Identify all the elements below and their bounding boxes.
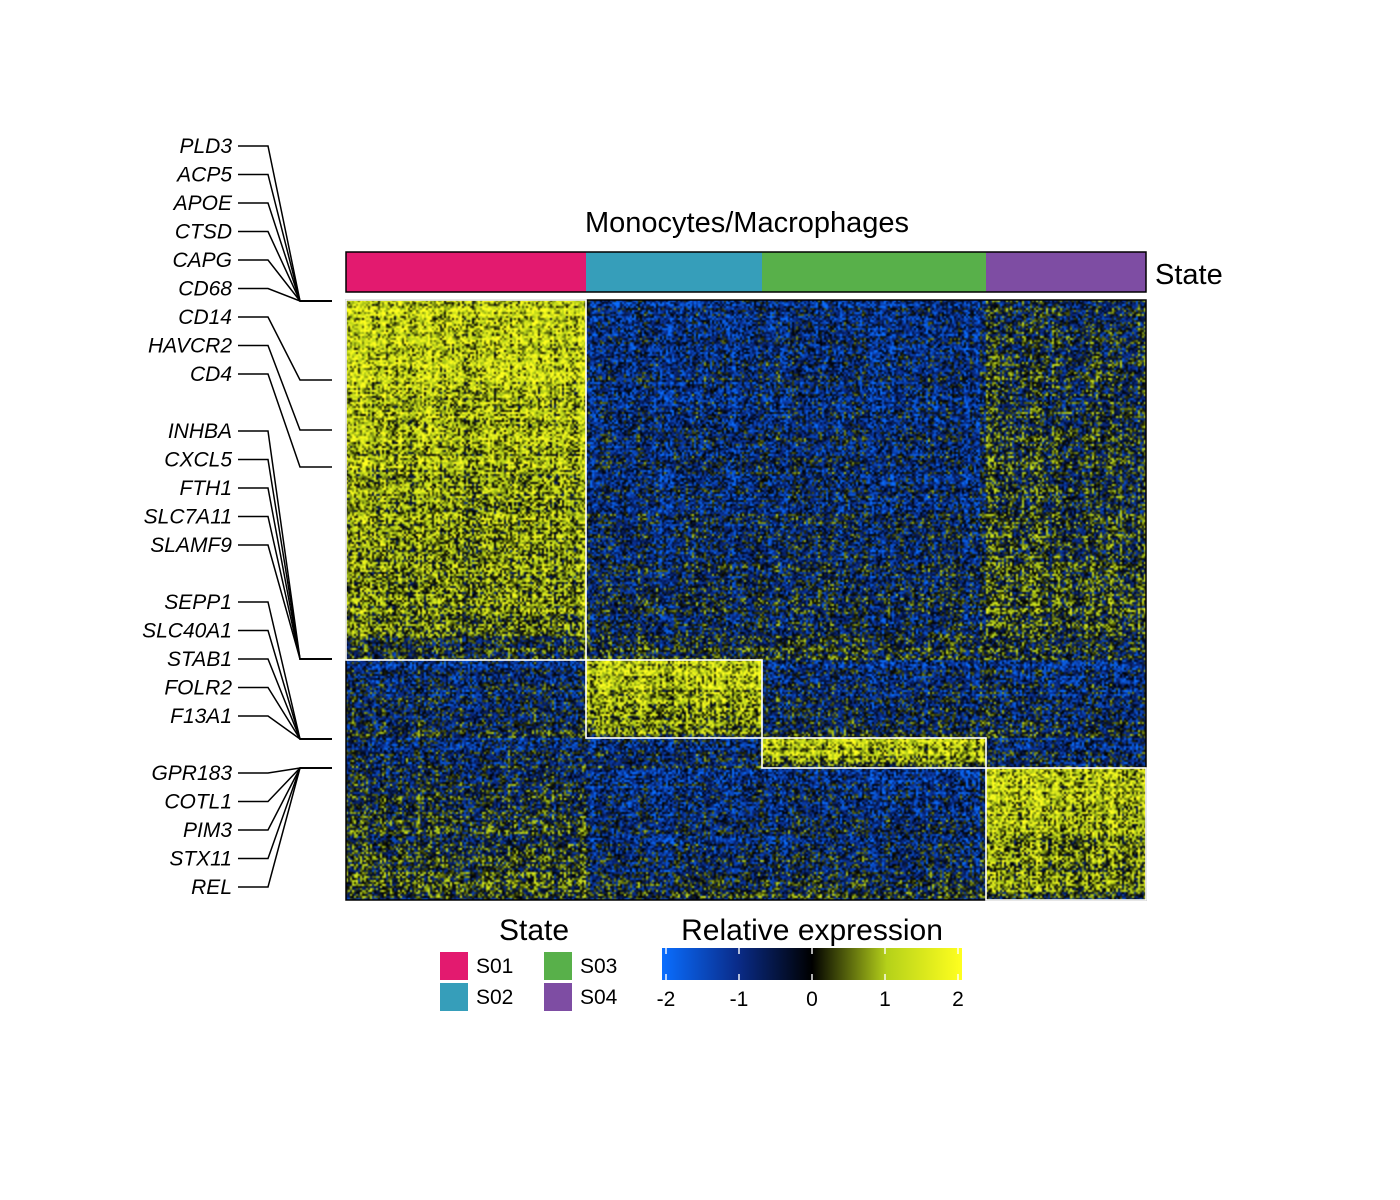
gene-label: APOE xyxy=(172,192,233,215)
state-annotation-label: State xyxy=(1155,259,1223,291)
gene-label: STAB1 xyxy=(167,648,232,671)
gene-connector xyxy=(238,768,332,830)
colorbar-tick-label: 1 xyxy=(879,988,891,1011)
gene-connector xyxy=(238,602,332,739)
heatmap-cells xyxy=(346,300,1146,900)
state-annotation-s01 xyxy=(346,252,586,292)
gene-connector xyxy=(238,374,332,467)
state-annotation-s04 xyxy=(986,252,1146,292)
gene-label: CAPG xyxy=(172,249,232,272)
state-legend: State S01 S02 S03 S04 xyxy=(440,914,618,1011)
gene-label: REL xyxy=(191,876,232,899)
gene-connector xyxy=(238,289,332,302)
state-legend-title: State xyxy=(499,914,569,947)
gene-connector xyxy=(238,768,332,887)
gene-label: CD68 xyxy=(178,278,232,301)
colorbar-tick-label: -1 xyxy=(730,988,749,1011)
state-annotation-s02 xyxy=(586,252,762,292)
gene-label: ACP5 xyxy=(175,164,232,187)
gene-connector xyxy=(238,146,332,301)
gene-label: F13A1 xyxy=(170,705,232,728)
gene-label: CTSD xyxy=(175,221,232,244)
state-legend-label: S01 xyxy=(476,955,513,978)
gene-label: SLC40A1 xyxy=(142,620,232,643)
gene-label: FTH1 xyxy=(180,477,233,500)
state-legend-swatch-s03 xyxy=(544,952,572,980)
colorbar-tick-label: -2 xyxy=(657,988,676,1011)
gene-label: PIM3 xyxy=(183,819,232,842)
heatmap-body xyxy=(346,300,1146,900)
gene-label: PLD3 xyxy=(179,135,232,158)
gene-label: GPR183 xyxy=(151,762,232,785)
state-legend-swatch-s01 xyxy=(440,952,468,980)
gene-connector xyxy=(238,317,332,380)
state-legend-label: S02 xyxy=(476,986,513,1009)
gene-connector xyxy=(238,488,332,659)
gene-connector xyxy=(238,203,332,301)
gene-connector xyxy=(238,517,332,660)
gene-label: SEPP1 xyxy=(164,591,232,614)
gene-connector xyxy=(238,688,332,740)
gene-connector xyxy=(238,716,332,739)
gene-label: SLC7A11 xyxy=(144,506,232,529)
state-legend-label: S04 xyxy=(580,986,618,1009)
gene-label: HAVCR2 xyxy=(148,335,232,358)
gene-label: CD4 xyxy=(190,363,232,386)
gene-connector xyxy=(238,659,332,739)
gene-label: STX11 xyxy=(169,848,232,871)
gene-label: CD14 xyxy=(178,306,232,329)
state-legend-swatch-s02 xyxy=(440,983,468,1011)
gene-label: FOLR2 xyxy=(164,677,232,700)
state-annotation-bar xyxy=(346,252,1146,292)
gene-connector xyxy=(238,768,332,859)
state-legend-label: S03 xyxy=(580,955,617,978)
expression-legend: Relative expression -2 -1 0 1 2 xyxy=(657,914,964,1011)
state-annotation-s03 xyxy=(762,252,986,292)
colorbar-tick-label: 2 xyxy=(952,988,964,1011)
gene-label: SLAMF9 xyxy=(150,534,232,557)
expression-legend-title: Relative expression xyxy=(681,914,943,947)
gene-connector xyxy=(238,346,332,431)
gene-connector xyxy=(238,460,332,660)
gene-label: COTL1 xyxy=(164,791,232,814)
colorbar-tick-label: 0 xyxy=(806,988,818,1011)
gene-label: CXCL5 xyxy=(164,449,232,472)
state-legend-swatch-s04 xyxy=(544,983,572,1011)
gene-label-column: PLD3 ACP5 APOE CTSD CAPG CD68 CD14 HAVCR2 CD4 INH… xyxy=(142,135,332,899)
gene-connector xyxy=(238,631,332,740)
chart-title: Monocytes/Macrophages xyxy=(585,207,909,239)
gene-label: INHBA xyxy=(168,420,232,443)
